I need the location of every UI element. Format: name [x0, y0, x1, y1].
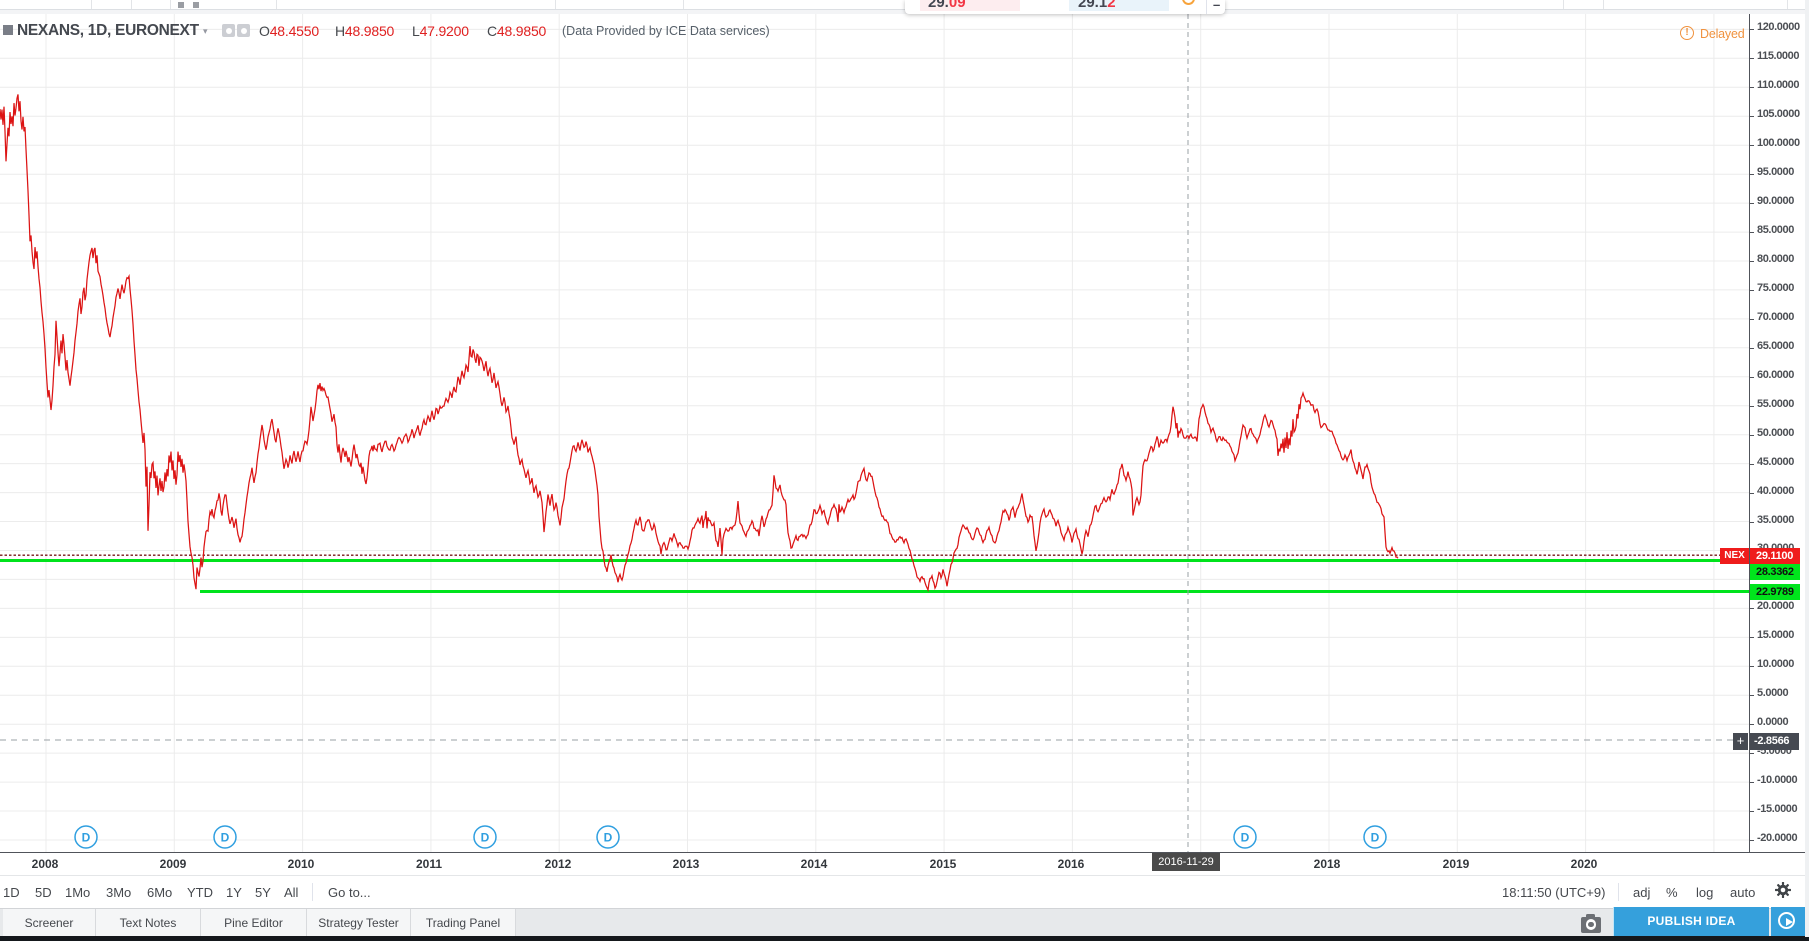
svg-text:D: D — [1241, 831, 1250, 845]
svg-text:D: D — [221, 831, 230, 845]
svg-text:D: D — [82, 831, 91, 845]
svg-text:D: D — [481, 831, 490, 845]
svg-text:D: D — [1371, 831, 1380, 845]
svg-text:D: D — [604, 831, 613, 845]
